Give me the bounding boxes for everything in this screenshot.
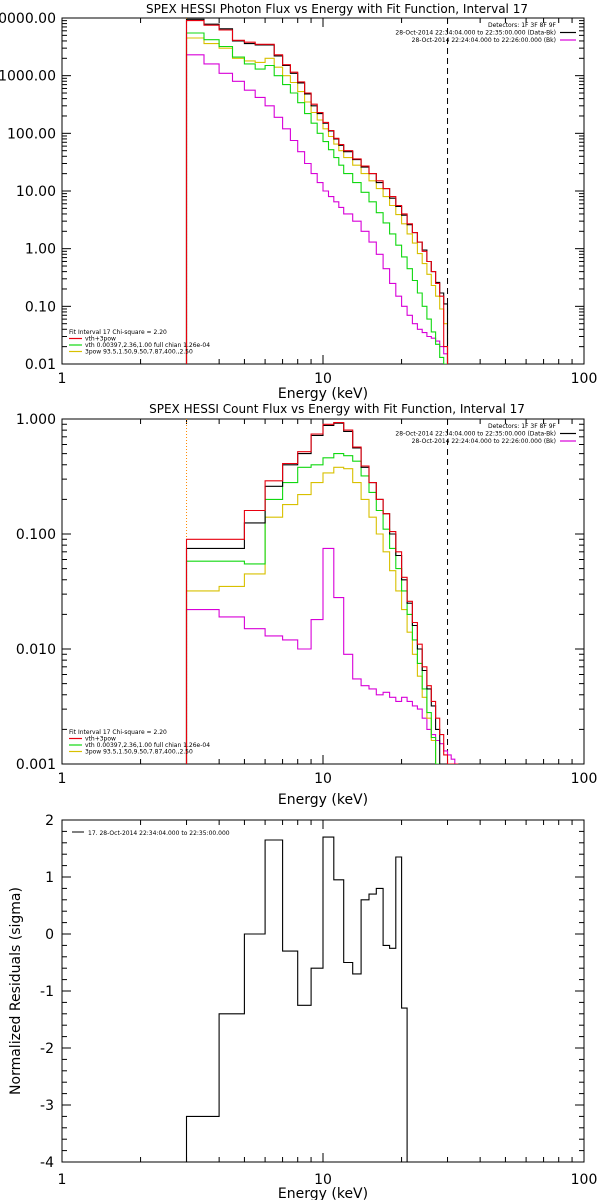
legend-entry: 28-Oct-2014 22:24:04.000 to 22:26:00.000… [412, 438, 556, 445]
legend-entry: Fit Interval 17 Chi-square = 2.20 [69, 329, 167, 336]
legend-entry: vth 0.00397,2.36,1.00 full chian 1.26e-0… [85, 742, 210, 749]
x-tick-label: 100 [571, 1172, 598, 1188]
y-axis-ticks [62, 17, 584, 365]
x-tick-labels: 1 10 100 [58, 371, 598, 387]
y-tick-label: 2 [45, 813, 54, 829]
legend-bottom: Fit Interval 17 Chi-square = 2.20vth+3po… [69, 329, 210, 356]
series-bk-line [185, 54, 449, 364]
x-axis-ticks [61, 419, 585, 764]
plot-content: 1 10 100 -4 -3 -2 -1 0 1 2 [40, 813, 597, 1188]
x-tick-label: 10 [314, 771, 332, 787]
y-tick-label: 0.010 [16, 642, 56, 658]
y-axis-ticks [62, 819, 584, 1163]
chart-title: SPEX HESSI Photon Flux vs Energy with Fi… [146, 2, 528, 16]
y-tick-label: 0000.00 [0, 11, 56, 27]
legend-entry: vth+3pow [85, 336, 116, 343]
legend-entry: 3pow 93.5,1.50,9.50,7.87,400.,2.50 [85, 749, 193, 756]
y-tick-labels: -4 -3 -2 -1 0 1 2 [40, 813, 54, 1171]
x-tick-label: 1 [58, 371, 67, 387]
y-tick-label: 0.100 [16, 527, 56, 543]
photon-flux-panel: SPEX HESSI Photon Flux vs Energy with Fi… [0, 2, 597, 402]
series-vth-line [185, 453, 459, 764]
y-tick-label: 1000.00 [0, 69, 56, 85]
x-tick-label: 1 [58, 771, 67, 787]
reference-lines [186, 18, 449, 364]
legend-entry: Fit Interval 17 Chi-square = 2.20 [69, 729, 167, 736]
legend-entry: vth 0.00397,2.36,1.00 full chian 1.26e-0… [85, 342, 210, 349]
plot-content: 1 10 100 0.001 0.010 0.100 1.000 [16, 412, 597, 787]
series-data-bk-line [185, 422, 459, 764]
residuals-panel: 1 10 100 -4 -3 -2 -1 0 1 2 Energy (keV) Normalize… [8, 813, 597, 1200]
y-tick-label: 0.01 [25, 357, 56, 373]
legend-entry: 28-Oct-2014 22:34:04.000 to 22:35:00.000… [395, 431, 556, 438]
legend-entry: Detectors: 1F 3F 8F 9F [488, 22, 557, 29]
x-tick-label: 10 [314, 371, 332, 387]
legend-entry: vth+3pow [85, 736, 116, 743]
series-3pow-line [185, 37, 449, 364]
series-group [185, 836, 452, 1162]
plot-content: 1 10 100 0.01 0.10 1.00 10.00 100.00 1000.00 0000… [0, 11, 597, 387]
y-tick-label: 0.001 [16, 757, 56, 773]
x-tick-label: 10 [314, 1172, 332, 1188]
y-tick-labels: 0.001 0.010 0.100 1.000 [16, 412, 56, 773]
legend-bottom: Fit Interval 17 Chi-square = 2.20vth+3po… [69, 729, 210, 756]
reference-lines [186, 419, 449, 764]
legend-entry: Detectors: 1F 3F 8F 9F [488, 423, 557, 430]
x-tick-labels: 1 10 100 [58, 1172, 598, 1188]
legend-top: 17. 28-Oct-2014 22:34:04.000 to 22:35:00… [72, 830, 230, 837]
series-vth-3pow-line [185, 422, 459, 764]
series-vth-3pow-line [185, 20, 449, 364]
series-3pow-line [185, 466, 459, 764]
x-axis-label: Energy (keV) [278, 1186, 368, 1200]
y-axis-ticks [62, 418, 584, 765]
legend-entry: 28-Oct-2014 22:24:04.000 to 22:26:00.000… [412, 37, 556, 44]
series-group [185, 18, 449, 364]
x-tick-label: 1 [58, 1172, 67, 1188]
y-tick-label: -2 [40, 1041, 54, 1057]
y-tick-label: -4 [40, 1155, 54, 1171]
y-tick-label: -3 [40, 1098, 54, 1114]
y-axis-label: Normalized Residuals (sigma) [8, 887, 24, 1095]
x-axis-label: Energy (keV) [278, 792, 368, 808]
series-17--line [185, 836, 452, 1162]
x-axis-ticks [61, 820, 585, 1162]
x-tick-label: 100 [571, 371, 598, 387]
y-tick-label: 0 [45, 927, 54, 943]
chart-title: SPEX HESSI Count Flux vs Energy with Fit… [149, 402, 525, 416]
y-tick-label: 1 [45, 870, 54, 886]
y-tick-label: -1 [40, 984, 54, 1000]
y-tick-label: 10.00 [16, 184, 56, 200]
series-data-bk-line [185, 18, 449, 364]
series-vth-line [185, 32, 448, 364]
y-tick-labels: 0.01 0.10 1.00 10.00 100.00 1000.00 0000.00 [0, 11, 56, 373]
count-flux-panel: SPEX HESSI Count Flux vs Energy with Fit… [16, 402, 597, 808]
legend-entry: 3pow 93.5,1.50,9.50,7.87,400.,2.50 [85, 349, 193, 356]
series-group [185, 422, 459, 764]
legend-entry: 17. 28-Oct-2014 22:34:04.000 to 22:35:00… [88, 830, 230, 837]
y-tick-label: 100.00 [7, 126, 56, 142]
legend-entry: 28-Oct-2014 22:34:04.000 to 22:35:00.000… [395, 30, 556, 37]
x-tick-labels: 1 10 100 [58, 771, 598, 787]
y-tick-label: 1.00 [25, 242, 56, 258]
x-axis-label: Energy (keV) [278, 386, 368, 402]
y-tick-label: 1.000 [16, 412, 56, 428]
y-tick-label: 0.10 [25, 299, 56, 315]
x-tick-label: 100 [571, 771, 598, 787]
